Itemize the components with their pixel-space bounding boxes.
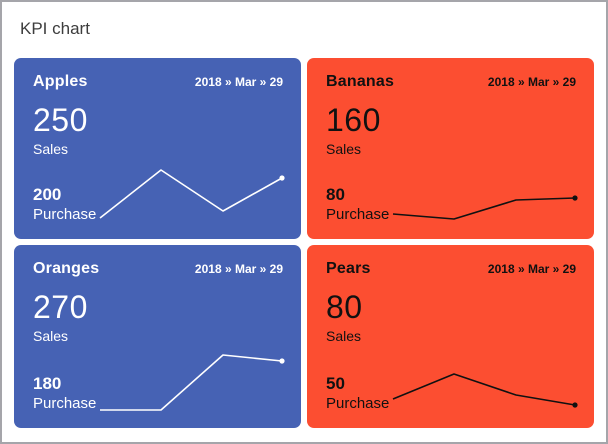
kpi-card-bananas: Bananas 2018 » Mar » 29 160 Sales 80 Pur… <box>307 58 594 239</box>
card-title: Apples <box>33 73 88 90</box>
sales-value: 160 <box>326 102 381 138</box>
kpi-card-pears: Pears 2018 » Mar » 29 80 Sales 50 Purcha… <box>307 245 594 428</box>
kpi-dashboard: KPI chart Apples 2018 » Mar » 29 250 Sal… <box>2 2 606 428</box>
purchase-label: Purchase <box>33 206 97 223</box>
card-title: Pears <box>326 260 371 277</box>
purchase-label: Purchase <box>326 206 390 223</box>
sparkline-chart <box>98 157 286 227</box>
card-header: Bananas 2018 » Mar » 29 <box>307 58 594 91</box>
sparkline-chart <box>391 157 579 227</box>
purchase-value: 80 <box>326 185 345 204</box>
purchase-value: 180 <box>33 374 62 393</box>
sales-label: Sales <box>326 328 362 344</box>
kpi-grid: Apples 2018 » Mar » 29 250 Sales 200 Pur… <box>14 58 594 428</box>
purchase-block: 200 Purchase <box>33 186 96 223</box>
purchase-label: Purchase <box>33 395 97 412</box>
sales-block: 160 Sales <box>307 91 594 157</box>
card-date: 2018 » Mar » 29 <box>487 262 576 276</box>
purchase-value: 50 <box>326 374 345 393</box>
purchase-block: 80 Purchase <box>326 186 389 223</box>
sales-value: 250 <box>33 102 88 138</box>
card-date: 2018 » Mar » 29 <box>487 75 576 89</box>
purchase-label: Purchase <box>326 395 390 412</box>
card-title: Oranges <box>33 260 100 277</box>
sparkline-chart <box>98 346 286 416</box>
kpi-card-oranges: Oranges 2018 » Mar » 29 270 Sales 180 Pu… <box>14 245 301 428</box>
sales-value: 80 <box>326 289 363 325</box>
card-date: 2018 » Mar » 29 <box>194 75 283 89</box>
sales-label: Sales <box>326 141 362 157</box>
card-title: Bananas <box>326 73 395 90</box>
sales-label: Sales <box>33 141 69 157</box>
sparkline-chart <box>391 346 579 416</box>
kpi-card-apples: Apples 2018 » Mar » 29 250 Sales 200 Pur… <box>14 58 301 239</box>
card-date: 2018 » Mar » 29 <box>194 262 283 276</box>
sales-label: Sales <box>33 328 69 344</box>
purchase-block: 50 Purchase <box>326 375 389 412</box>
purchase-block: 180 Purchase <box>33 375 96 412</box>
sales-block: 80 Sales <box>307 278 594 344</box>
sales-block: 250 Sales <box>14 91 301 157</box>
card-header: Apples 2018 » Mar » 29 <box>14 58 301 91</box>
card-header: Pears 2018 » Mar » 29 <box>307 245 594 278</box>
page-title: KPI chart <box>20 19 90 38</box>
sales-value: 270 <box>33 289 88 325</box>
card-header: Oranges 2018 » Mar » 29 <box>14 245 301 278</box>
purchase-value: 200 <box>33 185 62 204</box>
sales-block: 270 Sales <box>14 278 301 344</box>
